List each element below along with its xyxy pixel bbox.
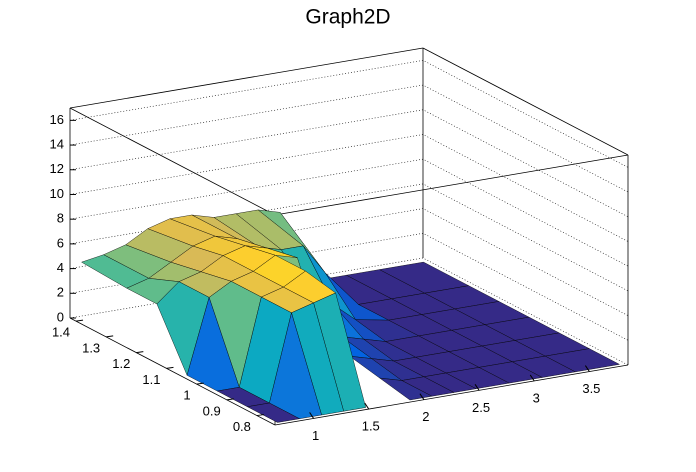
x-tick-label: 2.5 (472, 400, 490, 415)
y-tick-label: 1.2 (112, 356, 130, 371)
y-tick-label: 1.4 (52, 325, 70, 340)
x-axis (274, 364, 629, 426)
surface-cell (379, 377, 433, 401)
z-tick-label: 6 (57, 235, 64, 250)
box-edge (274, 154, 629, 216)
x-tick-label: 3 (533, 390, 540, 405)
y-axis (69, 317, 276, 426)
y-tick-label: 0.9 (203, 403, 221, 418)
z-tick-label: 12 (50, 161, 64, 176)
y-tick (196, 382, 204, 385)
z-tick-label: 14 (50, 136, 64, 151)
z-tick-label: 16 (50, 112, 64, 127)
y-tick-label: 1 (183, 388, 190, 403)
x-tick-label: 2 (422, 409, 429, 424)
y-tick (75, 319, 84, 322)
x-tick (529, 374, 535, 382)
x-tick-label: 3.5 (582, 381, 600, 396)
chart-title: Graph2D (305, 6, 390, 29)
z-tick-label: 8 (57, 211, 64, 226)
z-tick-label: 0 (57, 309, 64, 324)
y-tick (226, 398, 234, 401)
y-tick-label: 1.1 (142, 372, 160, 387)
grid-line (69, 109, 629, 218)
y-tick (166, 366, 174, 369)
x-tick-label: 1 (312, 428, 319, 443)
x-tick (419, 393, 425, 400)
z-tick-label: 10 (50, 186, 64, 201)
x-tick (584, 365, 590, 372)
z-tick-label: 4 (57, 260, 64, 275)
y-tick-label: 1.3 (82, 340, 100, 355)
box-edge (69, 107, 276, 216)
grid-line (69, 134, 629, 242)
x-tick (474, 384, 480, 391)
x-tick (364, 402, 370, 410)
z-tick-label: 2 (57, 285, 64, 300)
y-tick-label: 0.8 (233, 419, 251, 434)
surface-cell (246, 402, 301, 423)
y-tick (256, 414, 264, 417)
box-edge (422, 47, 629, 156)
x-tick (309, 412, 315, 419)
x-tick-label: 1.5 (362, 419, 380, 434)
y-tick (136, 351, 144, 354)
grid-line (69, 84, 629, 193)
box-edge (69, 47, 424, 109)
y-tick (106, 335, 114, 338)
